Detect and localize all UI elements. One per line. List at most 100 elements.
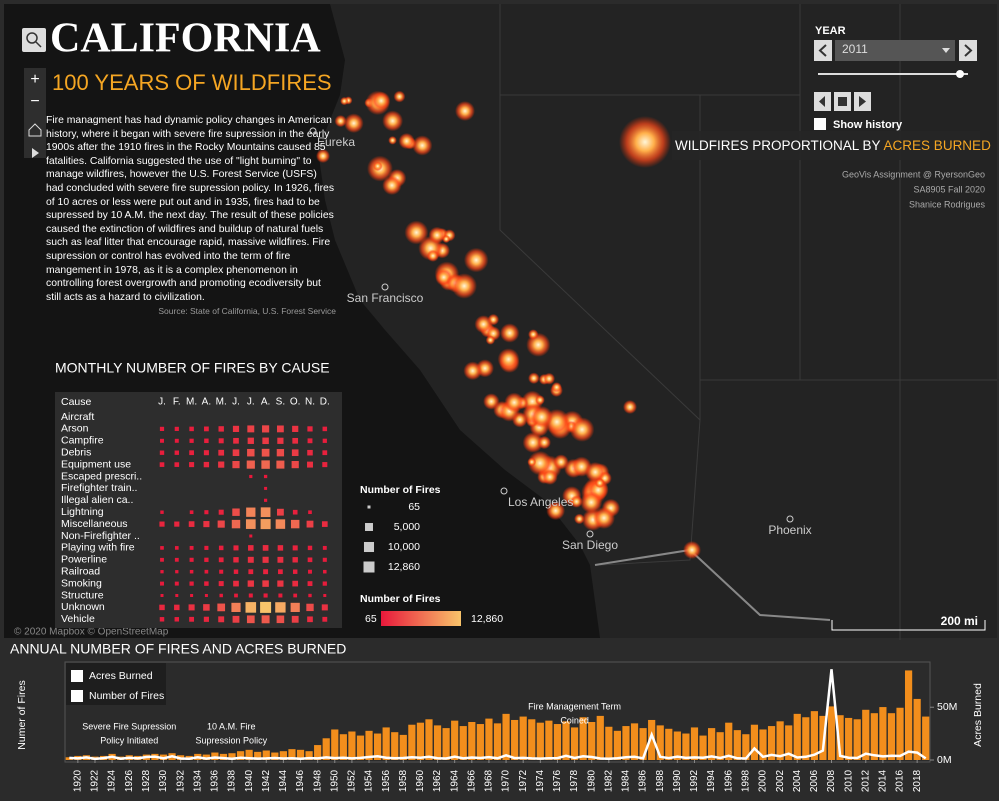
bar bbox=[459, 726, 467, 760]
bar bbox=[331, 729, 339, 760]
credits: GeoVis Assignment @ RyersonGeo SA8905 Fal… bbox=[842, 169, 986, 209]
size-legend-swatch bbox=[367, 505, 371, 509]
bar bbox=[776, 721, 784, 760]
heat-cell bbox=[174, 450, 179, 455]
heat-cell bbox=[276, 449, 285, 457]
heat-cell bbox=[322, 438, 327, 443]
x-tick-label: 2014 bbox=[878, 769, 889, 792]
fire-glow bbox=[504, 392, 525, 413]
heat-cell bbox=[307, 545, 313, 551]
heat-cell bbox=[247, 448, 255, 457]
heat-cell bbox=[218, 509, 224, 515]
bar bbox=[708, 728, 716, 760]
fire-glow bbox=[463, 247, 489, 273]
row-label: Arson bbox=[61, 423, 89, 435]
legend-label: Acres Burned bbox=[89, 670, 153, 682]
heat-cell bbox=[232, 508, 240, 516]
heat-cell bbox=[261, 448, 270, 457]
slider-knob[interactable] bbox=[956, 70, 964, 78]
history-label: Show history bbox=[833, 119, 903, 131]
heat-cell bbox=[203, 450, 209, 456]
bar bbox=[802, 717, 810, 760]
scale-label: 200 mi bbox=[941, 614, 978, 628]
fire-glow bbox=[382, 175, 402, 196]
search-button[interactable] bbox=[22, 28, 46, 52]
heat-cell bbox=[263, 474, 268, 479]
size-legend-swatch bbox=[363, 541, 375, 553]
heat-cell bbox=[308, 593, 312, 598]
x-tick-label: 1932 bbox=[175, 769, 186, 792]
heat-cell bbox=[292, 545, 298, 551]
month-label: O. bbox=[290, 397, 301, 408]
x-tick-label: 1966 bbox=[466, 769, 477, 792]
heat-cell bbox=[188, 604, 195, 611]
bar bbox=[416, 722, 425, 760]
heat-cell bbox=[264, 498, 268, 502]
fire-glow bbox=[623, 400, 637, 414]
description-box: Fire managment has had dynamic policy ch… bbox=[46, 115, 336, 316]
prev-year[interactable] bbox=[814, 40, 832, 61]
x-tick-label: 2012 bbox=[860, 769, 871, 792]
heat-cell bbox=[189, 569, 194, 574]
history-checkbox[interactable] bbox=[814, 118, 826, 130]
charts: MONTHLY NUMBER OF FIRES BY CAUSE Cause J. F… bbox=[10, 360, 984, 792]
bar bbox=[528, 719, 536, 760]
zoom-out[interactable]: − bbox=[30, 93, 39, 110]
fire-glow bbox=[404, 220, 429, 245]
heat-cell bbox=[189, 616, 195, 622]
color-legend-title: Number of Fires bbox=[360, 593, 441, 605]
city-label: Los Angeles bbox=[508, 495, 573, 509]
bar bbox=[896, 707, 904, 760]
row-label: Railroad bbox=[61, 565, 100, 577]
city-label: Eureka bbox=[317, 135, 355, 149]
bar bbox=[904, 670, 913, 760]
x-tick-label: 1990 bbox=[672, 769, 683, 792]
heat-cell bbox=[264, 486, 268, 490]
x-tick-label: 1950 bbox=[329, 769, 340, 792]
heat-cell bbox=[291, 615, 299, 623]
heat-cell bbox=[160, 438, 164, 443]
fire-glow bbox=[451, 273, 478, 299]
fire-glow bbox=[537, 435, 551, 450]
pan-button[interactable] bbox=[32, 148, 39, 158]
home-button[interactable] bbox=[28, 123, 42, 137]
next-year[interactable] bbox=[959, 40, 977, 61]
bar bbox=[810, 711, 818, 760]
bar bbox=[750, 724, 759, 760]
heat-cell bbox=[249, 534, 253, 538]
bar bbox=[819, 715, 827, 760]
x-tick-label: 1970 bbox=[501, 769, 512, 792]
heat-cell bbox=[260, 519, 271, 530]
row-label: Vehicle bbox=[61, 613, 95, 625]
bar bbox=[442, 728, 450, 760]
heat-cell bbox=[246, 460, 255, 469]
x-tick-label: 1980 bbox=[586, 769, 597, 792]
zoom-in[interactable]: + bbox=[30, 71, 39, 88]
x-tick-label: 2000 bbox=[758, 769, 769, 792]
map-legend-prefix: WILDFIRES PROPORTIONAL BY bbox=[675, 138, 881, 153]
heat-cell bbox=[277, 556, 284, 563]
fire-glow bbox=[372, 161, 383, 172]
map-tools[interactable]: + − bbox=[22, 28, 46, 158]
bar bbox=[853, 719, 861, 760]
x-tick-label: 1996 bbox=[723, 769, 734, 792]
heat-cell bbox=[174, 604, 180, 611]
bar bbox=[391, 732, 399, 760]
heat-cell bbox=[189, 581, 194, 586]
month-label: S. bbox=[276, 397, 285, 408]
heat-cell bbox=[174, 438, 179, 443]
year-select[interactable] bbox=[835, 40, 955, 61]
heat-cell bbox=[232, 425, 240, 432]
bar bbox=[314, 745, 322, 760]
bar bbox=[262, 750, 270, 760]
size-legend-label: 10,000 bbox=[388, 541, 420, 553]
bar bbox=[339, 734, 347, 760]
month-label: J. bbox=[247, 397, 255, 408]
heat-cell bbox=[248, 569, 254, 575]
heat-cell bbox=[175, 570, 179, 574]
x-tick-label: 2008 bbox=[826, 769, 837, 792]
fire-glow bbox=[551, 382, 562, 393]
x-tick-label: 2006 bbox=[809, 769, 820, 792]
size-legend-title: Number of Fires bbox=[360, 484, 441, 496]
x-tick-label: 1936 bbox=[210, 769, 221, 792]
